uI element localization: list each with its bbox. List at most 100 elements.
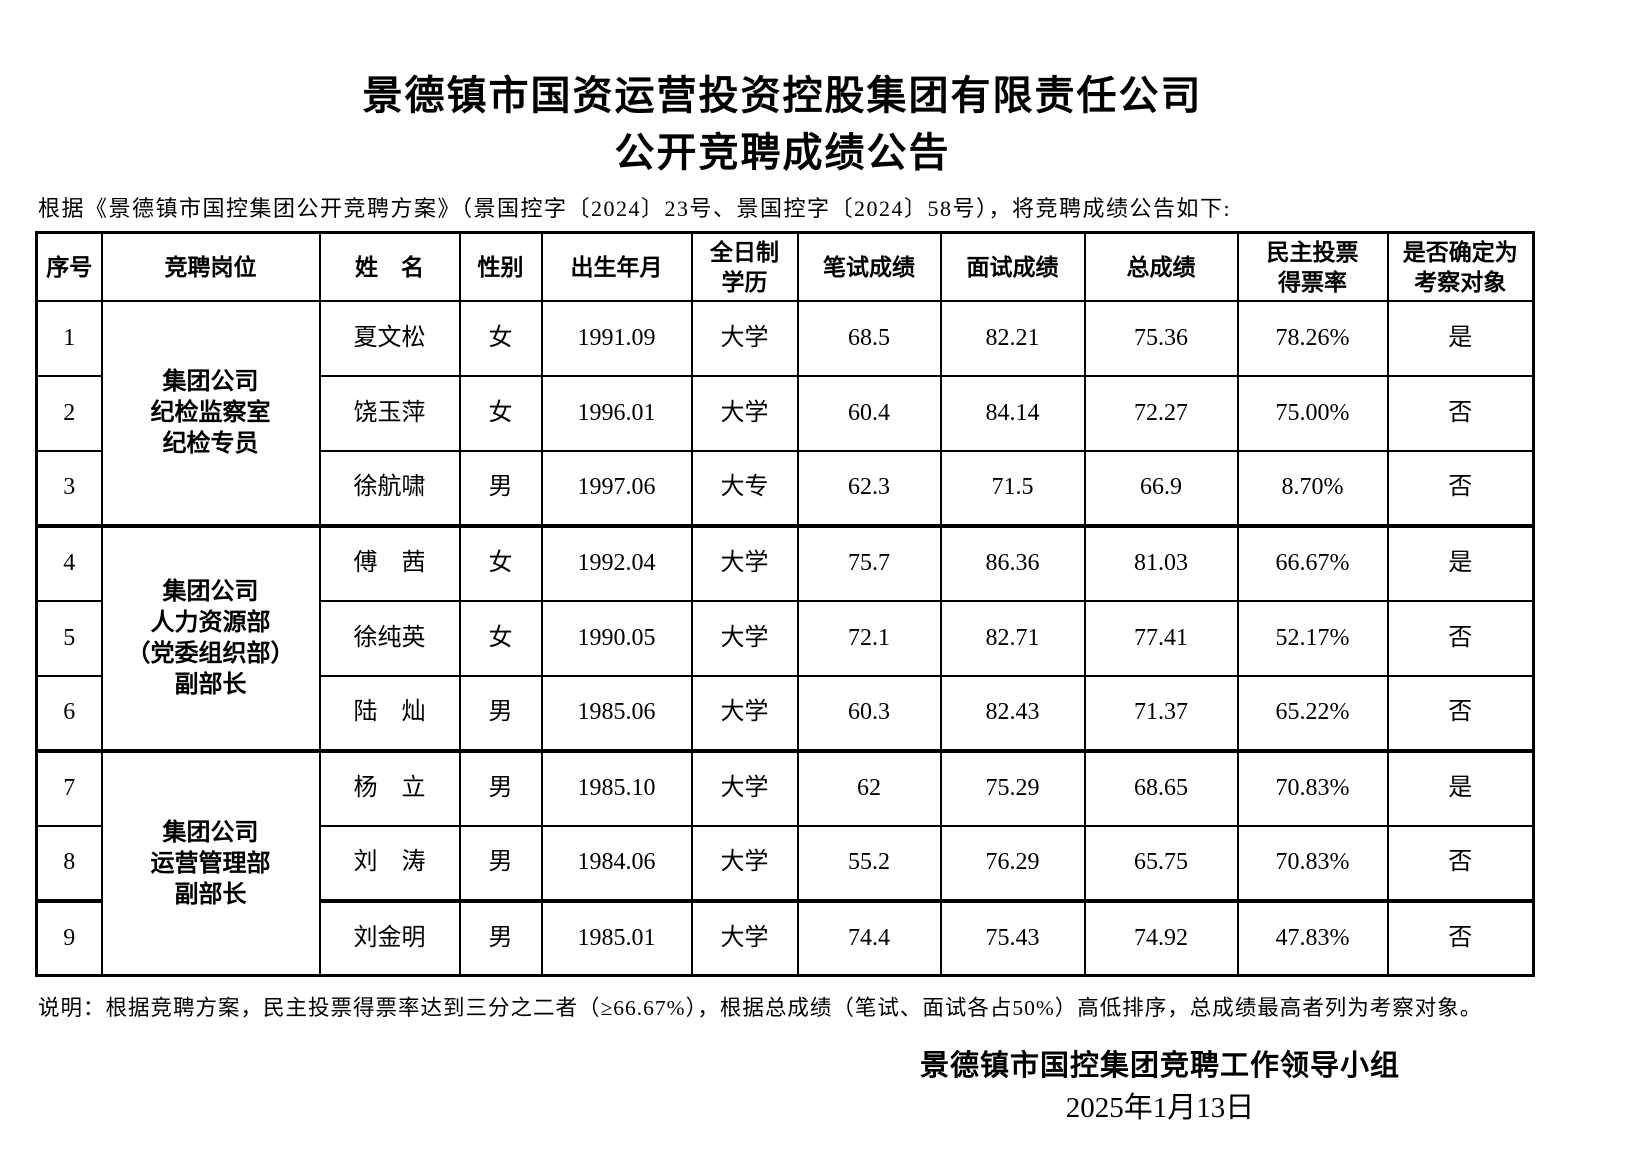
candidate-cell: 否 (1386, 674, 1535, 752)
interview-score-cell: 75.43 (939, 898, 1086, 977)
birth-cell: 1992.04 (540, 523, 693, 602)
candidate-cell: 是 (1386, 523, 1535, 602)
name-cell: 徐航啸 (318, 449, 461, 527)
education-cell: 大学 (690, 299, 799, 377)
total-score-cell: 81.03 (1083, 523, 1239, 602)
written-score-cell: 68.5 (796, 299, 942, 377)
seq-cell: 9 (35, 898, 103, 977)
name-cell: 刘 涛 (318, 824, 461, 902)
name-cell: 刘金明 (318, 898, 461, 977)
note-text: 说明：根据竞聘方案，民主投票得票率达到三分之二者（≥66.67%），根据总成绩（… (38, 996, 1483, 1020)
table-row: 8 刘 涛 男 1984.06 大学 55.2 76.29 65.75 70.8… (35, 824, 1535, 902)
signature-date: 2025年1月13日 (1065, 1092, 1255, 1124)
education-cell: 大学 (690, 898, 799, 977)
interview-score-cell: 82.71 (939, 599, 1086, 677)
vote-rate-cell: 70.83% (1236, 748, 1389, 827)
candidate-cell: 否 (1386, 449, 1535, 527)
birth-cell: 1991.09 (540, 299, 693, 377)
education-cell: 大学 (690, 599, 799, 677)
interview-score-cell: 82.21 (939, 299, 1086, 377)
column-header-gender: 性别 (458, 231, 543, 302)
gender-cell: 女 (458, 299, 543, 377)
results-table: 序号 竞聘岗位 姓 名 性别 出生年月 全日制 学历 笔试成绩 面试成绩 总成绩… (35, 231, 1535, 977)
candidate-cell: 否 (1386, 824, 1535, 902)
column-header-seq: 序号 (35, 231, 103, 302)
education-cell: 大学 (690, 748, 799, 827)
vote-rate-cell: 78.26% (1236, 299, 1389, 377)
vote-rate-cell: 52.17% (1236, 599, 1389, 677)
column-header-name: 姓 名 (318, 231, 461, 302)
gender-cell: 男 (458, 748, 543, 827)
table-row: 5 徐纯英 女 1990.05 大学 72.1 82.71 77.41 52.1… (35, 599, 1535, 677)
title-line-1: 景德镇市国资运营投资控股集团有限责任公司 (362, 74, 1203, 118)
name-cell: 饶玉萍 (318, 374, 461, 452)
interview-score-cell: 76.29 (939, 824, 1086, 902)
table-row: 6 陆 灿 男 1985.06 大学 60.3 82.43 71.37 65.2… (35, 674, 1535, 752)
name-cell: 杨 立 (318, 748, 461, 827)
birth-cell: 1997.06 (540, 449, 693, 527)
column-header-written-score: 笔试成绩 (796, 231, 942, 302)
total-score-cell: 71.37 (1083, 674, 1239, 752)
total-score-cell: 72.27 (1083, 374, 1239, 452)
written-score-cell: 72.1 (796, 599, 942, 677)
column-header-interview-score: 面试成绩 (939, 231, 1086, 302)
column-header-candidate: 是否确定为 考察对象 (1386, 231, 1535, 302)
interview-score-cell: 71.5 (939, 449, 1086, 527)
column-header-vote-rate: 民主投票 得票率 (1236, 231, 1389, 302)
table-row: 1 集团公司 纪检监察室 纪检专员 夏文松 女 1991.09 大学 68.5 … (35, 299, 1535, 527)
position-cell: 集团公司 纪检监察室 纪检专员 (100, 299, 321, 527)
interview-score-cell: 75.29 (939, 748, 1086, 827)
written-score-cell: 62.3 (796, 449, 942, 527)
gender-cell: 女 (458, 374, 543, 452)
table-row: 9 刘金明 男 1985.01 大学 74.4 75.43 74.92 47.8… (35, 898, 1535, 977)
birth-cell: 1996.01 (540, 374, 693, 452)
education-cell: 大学 (690, 674, 799, 752)
vote-rate-cell: 47.83% (1236, 898, 1389, 977)
column-header-birth: 出生年月 (540, 231, 693, 302)
seq-cell: 7 (35, 748, 103, 827)
total-score-cell: 77.41 (1083, 599, 1239, 677)
gender-cell: 女 (458, 599, 543, 677)
document-title: 景德镇市国资运营投资控股集团有限责任公司 公开竞聘成绩公告 (0, 68, 1565, 182)
column-header-position: 竞聘岗位 (100, 231, 321, 302)
intro-paragraph: 根据《景德镇市国控集团公开竞聘方案》（景国控字〔2024〕23号、景国控字〔20… (38, 196, 1232, 221)
name-cell: 徐纯英 (318, 599, 461, 677)
total-score-cell: 68.65 (1083, 748, 1239, 827)
seq-cell: 3 (35, 449, 103, 527)
gender-cell: 男 (458, 674, 543, 752)
candidate-cell: 是 (1386, 299, 1535, 377)
table-row: 7 集团公司 运营管理部 副部长 杨 立 男 1985.10 大学 62 75.… (35, 748, 1535, 977)
vote-rate-cell: 70.83% (1236, 824, 1389, 902)
candidate-cell: 否 (1386, 898, 1535, 977)
column-header-education: 全日制 学历 (690, 231, 799, 302)
position-cell: 集团公司 运营管理部 副部长 (100, 748, 321, 977)
gender-cell: 男 (458, 898, 543, 977)
birth-cell: 1985.01 (540, 898, 693, 977)
written-score-cell: 60.3 (796, 674, 942, 752)
education-cell: 大学 (690, 824, 799, 902)
interview-score-cell: 82.43 (939, 674, 1086, 752)
total-score-cell: 66.9 (1083, 449, 1239, 527)
vote-rate-cell: 8.70% (1236, 449, 1389, 527)
total-score-cell: 75.36 (1083, 299, 1239, 377)
signature-org: 景德镇市国控集团竞聘工作领导小组 (919, 1050, 1400, 1082)
table-row: 2 饶玉萍 女 1996.01 大学 60.4 84.14 72.27 75.0… (35, 374, 1535, 452)
written-score-cell: 74.4 (796, 898, 942, 977)
written-score-cell: 75.7 (796, 523, 942, 602)
table-row: 3 徐航啸 男 1997.06 大专 62.3 71.5 66.9 8.70% … (35, 449, 1535, 527)
vote-rate-cell: 65.22% (1236, 674, 1389, 752)
column-header-total-score: 总成绩 (1083, 231, 1239, 302)
education-cell: 大专 (690, 449, 799, 527)
vote-rate-cell: 66.67% (1236, 523, 1389, 602)
candidate-cell: 是 (1386, 748, 1535, 827)
education-cell: 大学 (690, 523, 799, 602)
candidate-cell: 否 (1386, 599, 1535, 677)
title-line-2: 公开竞聘成绩公告 (614, 131, 951, 175)
written-score-cell: 55.2 (796, 824, 942, 902)
name-cell: 傅 茜 (318, 523, 461, 602)
interview-score-cell: 86.36 (939, 523, 1086, 602)
table-row: 4 集团公司 人力资源部 （党委组织部） 副部长 傅 茜 女 1992.04 大… (35, 523, 1535, 752)
education-cell: 大学 (690, 374, 799, 452)
birth-cell: 1985.10 (540, 748, 693, 827)
